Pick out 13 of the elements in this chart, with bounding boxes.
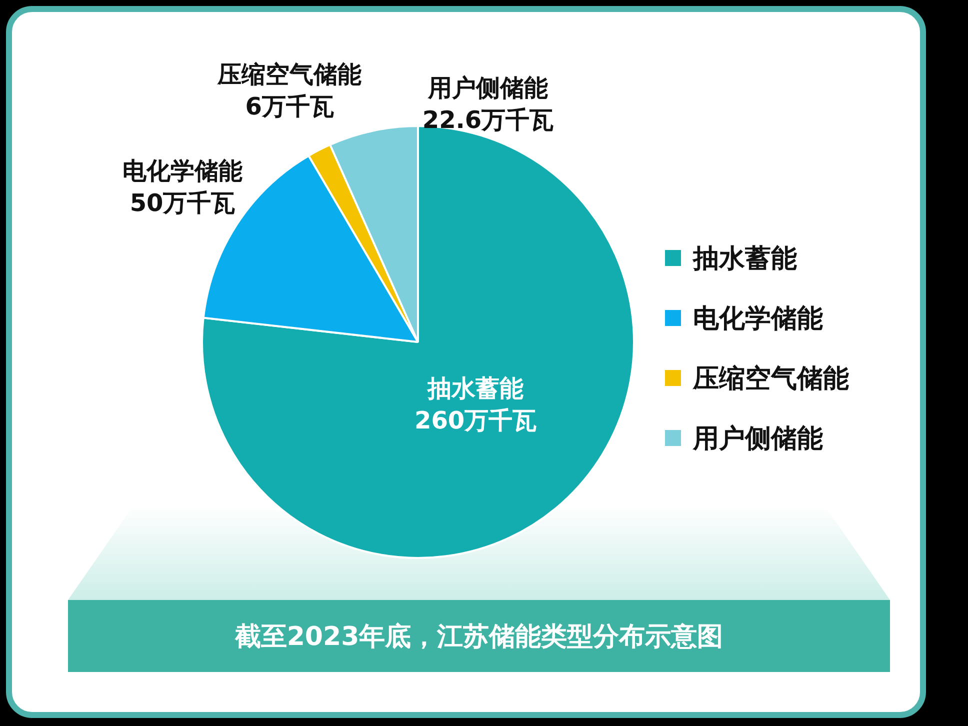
data-label: 6万千瓦 [245, 92, 334, 121]
legend-label: 压缩空气储能 [693, 362, 849, 396]
legend-label: 电化学储能 [693, 302, 823, 336]
data-label: 50万千瓦 [130, 189, 236, 218]
slice-label: 电化学储能 [122, 157, 243, 186]
text: 截至2023年底，江苏储能类型分布示意图 [68, 600, 890, 672]
slice-label: 压缩空气储能 [216, 60, 362, 89]
slice-label: 抽水蓄能 [426, 374, 524, 403]
legend-label: 用户侧储能 [693, 422, 823, 456]
legend-label: 抽水蓄能 [693, 242, 797, 276]
data-label: 22.6万千瓦 [422, 106, 554, 134]
data-label: 260万千瓦 [414, 406, 537, 435]
slice-label: 用户侧储能 [427, 74, 548, 102]
